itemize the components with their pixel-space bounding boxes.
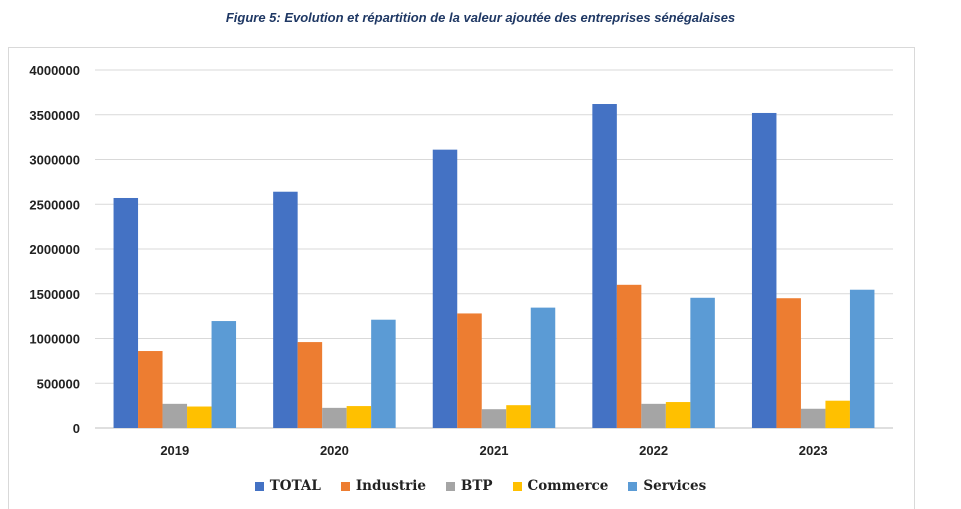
legend-swatch — [628, 481, 638, 491]
y-tick-label: 2500000 — [29, 197, 80, 212]
x-category-label: 2019 — [160, 443, 189, 458]
bar-btp-2023 — [800, 408, 826, 428]
y-tick-label: 3500000 — [29, 108, 80, 123]
bar-services-2020 — [371, 319, 396, 428]
bar-commerce-2023 — [825, 400, 850, 428]
bar-services-2019 — [211, 321, 237, 428]
legend-label: Industrie — [355, 478, 426, 494]
y-tick-label: 500000 — [37, 376, 80, 391]
bar-services-2021 — [530, 307, 556, 428]
legend-label: Commerce — [527, 478, 609, 494]
y-tick-label: 4000000 — [29, 63, 80, 78]
chart-legend: TOTAL Industrie BTP Commerce Services — [0, 478, 961, 494]
bar-industrie-2020 — [297, 342, 323, 428]
legend-swatch — [512, 481, 522, 491]
legend-item-btp: BTP — [445, 478, 493, 494]
bar-industrie-2022 — [616, 284, 642, 428]
x-category-label: 2022 — [639, 443, 668, 458]
bar-total-2023 — [751, 112, 777, 429]
legend-item-commerce: Commerce — [512, 478, 609, 494]
bar-btp-2021 — [481, 409, 507, 428]
y-tick-label: 1000000 — [29, 332, 80, 347]
y-tick-label: 2000000 — [29, 242, 80, 257]
legend-label: BTP — [460, 478, 493, 494]
bar-btp-2020 — [322, 407, 347, 428]
x-category-label: 2020 — [320, 443, 349, 458]
bar-total-2020 — [273, 191, 298, 428]
bar-btp-2019 — [162, 403, 188, 428]
legend-item-industrie: Industrie — [340, 478, 426, 494]
bar-services-2022 — [690, 297, 715, 428]
legend-item-services: Services — [628, 478, 706, 494]
y-tick-label: 0 — [73, 421, 80, 436]
bar-commerce-2021 — [506, 405, 531, 428]
legend-item-total: TOTAL — [254, 478, 321, 494]
bar-total-2019 — [113, 197, 139, 428]
bar-industrie-2019 — [138, 351, 163, 428]
figure-title: Figure 5: Evolution et répartition de la… — [225, 10, 736, 25]
legend-swatch — [254, 481, 264, 491]
x-category-label: 2023 — [799, 443, 828, 458]
bar-industrie-2021 — [457, 313, 482, 428]
bar-total-2021 — [432, 149, 458, 428]
legend-swatch — [340, 481, 350, 491]
legend-swatch — [445, 481, 455, 491]
chart-frame — [8, 47, 915, 509]
bar-commerce-2020 — [346, 406, 372, 428]
y-tick-label: 1500000 — [29, 287, 80, 302]
bar-services-2023 — [849, 289, 875, 428]
legend-label: TOTAL — [269, 478, 321, 494]
x-category-label: 2021 — [480, 443, 509, 458]
bar-total-2022 — [592, 104, 617, 428]
bar-commerce-2022 — [665, 402, 691, 428]
bar-commerce-2019 — [187, 406, 212, 428]
bar-btp-2022 — [641, 403, 666, 428]
legend-label: Services — [643, 478, 707, 494]
y-tick-label: 3000000 — [29, 153, 80, 168]
bar-industrie-2023 — [776, 298, 801, 428]
